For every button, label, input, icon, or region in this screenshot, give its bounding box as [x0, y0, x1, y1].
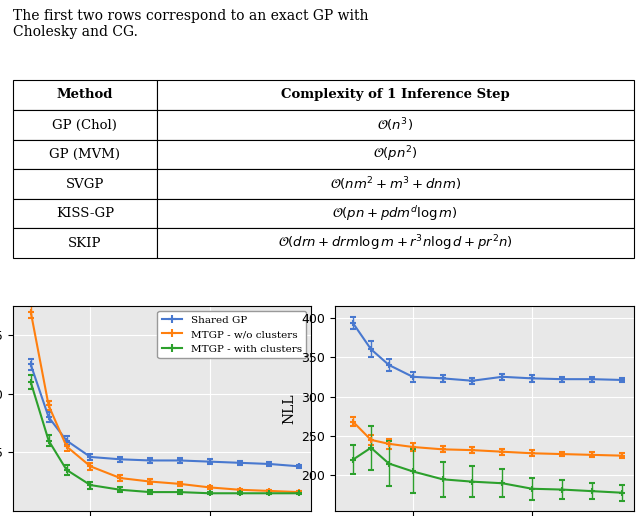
Y-axis label: NLL: NLL: [282, 393, 296, 424]
Text: The first two rows correspond to an exact GP with: The first two rows correspond to an exac…: [13, 9, 368, 23]
Text: Cholesky and CG.: Cholesky and CG.: [13, 25, 138, 39]
Legend: Shared GP, MTGP - w/o clusters, MTGP - with clusters: Shared GP, MTGP - w/o clusters, MTGP - w…: [157, 311, 306, 358]
